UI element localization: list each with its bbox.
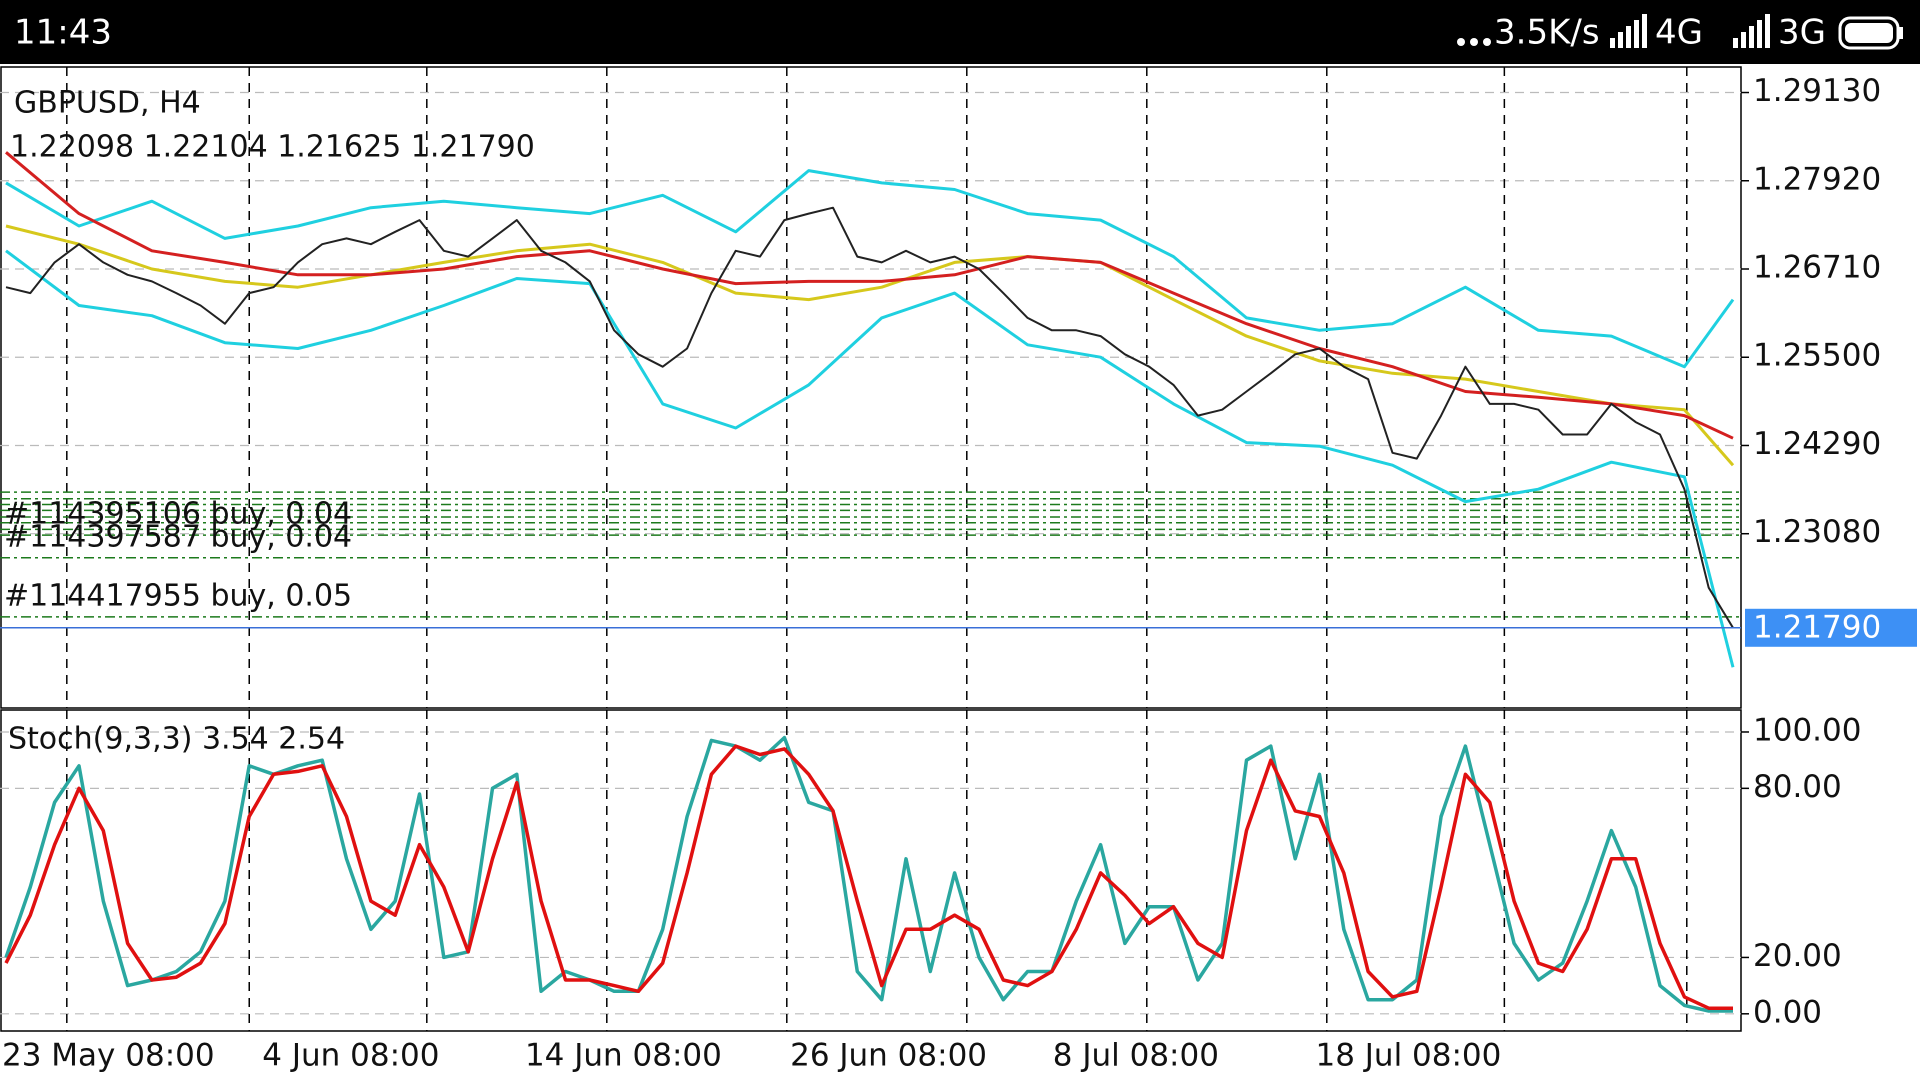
network-type: 4G (1655, 13, 1703, 53)
series-line (5, 169, 1735, 369)
x-tick-label: 18 Jul 08:00 (1315, 1038, 1501, 1074)
x-tick-label: 14 Jun 08:00 (525, 1038, 722, 1074)
series-line (4, 735, 1733, 1013)
series-line (4, 744, 1733, 1010)
y-tick-label: 1.23080 (1753, 514, 1881, 550)
x-tick-label: 4 Jun 08:00 (262, 1038, 439, 1074)
order-label: #114417955 buy, 0.05 (4, 578, 352, 613)
clock: 11:43 (14, 13, 112, 53)
series-line (5, 151, 1734, 440)
y-tick-label: 80.00 (1753, 769, 1842, 805)
series-line (5, 224, 1735, 467)
x-tick-label: 23 May 08:00 (2, 1038, 215, 1074)
signal-icon (1733, 14, 1770, 48)
chart-title: Stoch(9,3,3) 3.54 2.54 (8, 722, 345, 757)
series-line (5, 206, 1734, 629)
y-tick-label: 1.29130 (1753, 73, 1881, 109)
y-tick-label: 0.00 (1753, 994, 1822, 1030)
net-speed: 3.5K/s (1494, 13, 1600, 53)
y-tick-label: 1.27920 (1753, 161, 1881, 197)
dots-icon (1457, 38, 1491, 46)
y-tick-label: 1.26710 (1753, 249, 1881, 285)
series-line (5, 249, 1735, 668)
x-tick-label: 26 Jun 08:00 (790, 1038, 987, 1074)
signal-icon (1610, 14, 1647, 48)
main-pane (0, 66, 1742, 709)
stoch-pane (0, 709, 1742, 1032)
battery-icon (1838, 16, 1903, 50)
last-price-label: 1.21790 (1753, 609, 1881, 645)
chart-title: GBPUSD, H4 (14, 86, 201, 121)
y-tick-label: 100.00 (1753, 712, 1861, 748)
order-label: #114395106 buy, 0.04 (4, 497, 352, 532)
status-bar (0, 0, 1920, 64)
last-price-box (1745, 608, 1917, 647)
y-tick-label: 1.25500 (1753, 338, 1881, 374)
order-label: #114397587 buy, 0.04 (4, 519, 352, 554)
y-tick-label: 1.24290 (1753, 426, 1881, 462)
chart-subtitle: 1.22098 1.22104 1.21625 1.21790 (10, 130, 535, 165)
network-type: 3G (1778, 13, 1826, 53)
y-tick-label: 20.00 (1753, 938, 1842, 974)
x-tick-label: 8 Jul 08:00 (1053, 1038, 1219, 1074)
